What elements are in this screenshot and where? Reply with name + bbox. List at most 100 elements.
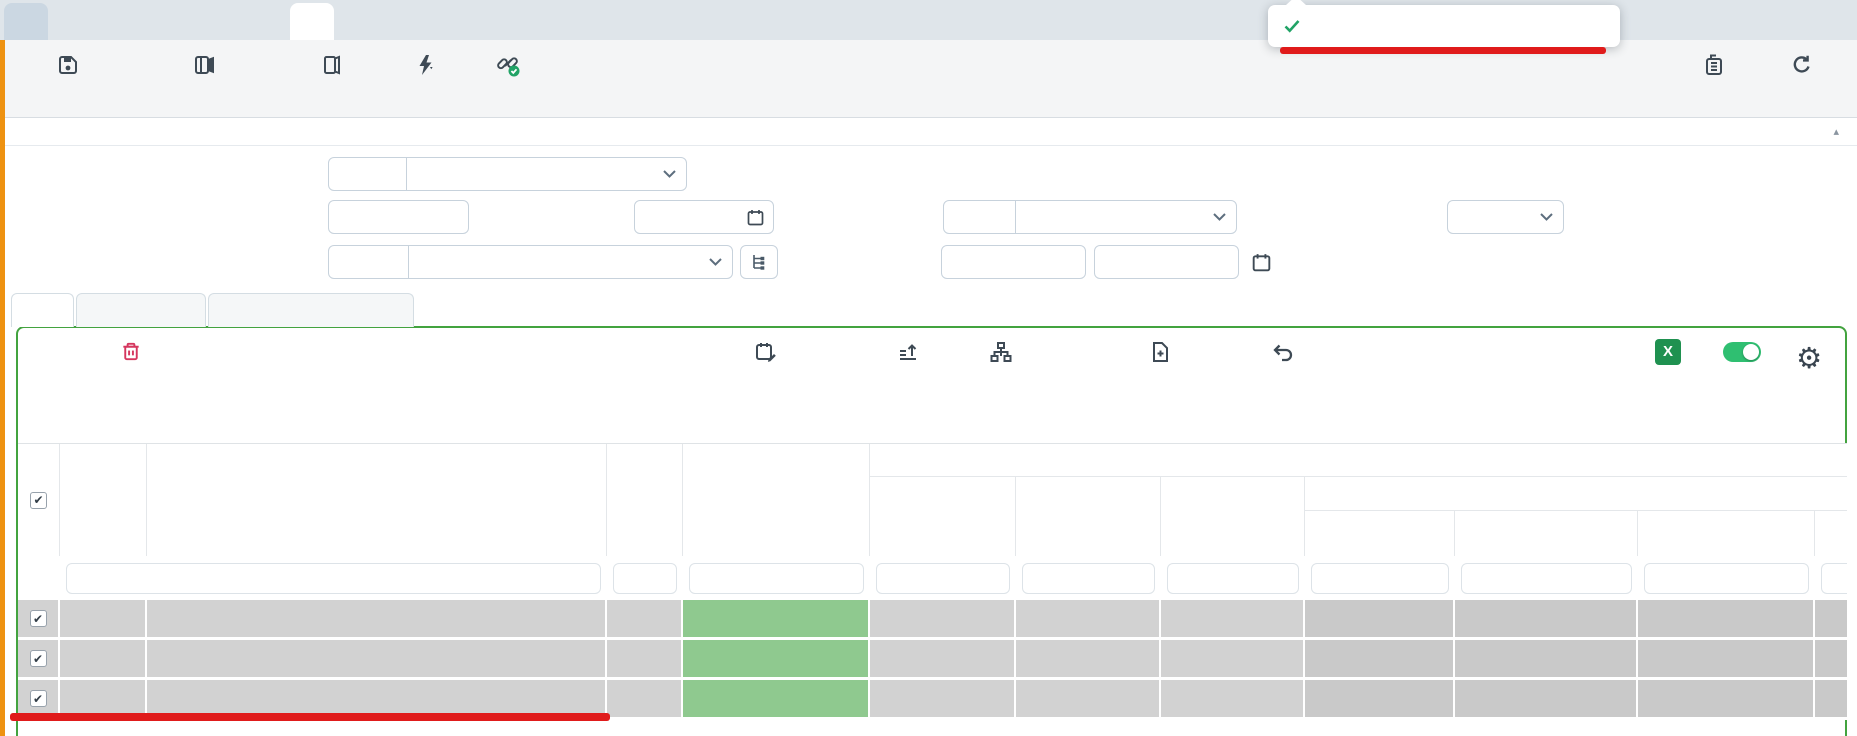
row-checkbox[interactable]	[29, 690, 47, 707]
filter-in-production-cell	[1638, 556, 1815, 600]
sv-filter-input[interactable]	[1821, 562, 1847, 594]
nomenclature-group-select[interactable]	[408, 245, 733, 279]
row-checkbox[interactable]	[29, 650, 47, 667]
select-all-checkbox[interactable]	[30, 491, 47, 509]
period-to-field[interactable]	[1094, 245, 1239, 279]
filter-reserved-cell	[1305, 556, 1455, 600]
assign-responsible-button[interactable]	[754, 338, 778, 368]
unit-filter-input[interactable]	[613, 562, 677, 594]
header-to-plan[interactable]	[1161, 477, 1305, 556]
calendar-icon[interactable]	[1252, 253, 1271, 272]
header-unit[interactable]	[607, 444, 683, 556]
save-button[interactable]	[56, 51, 80, 83]
header-declared[interactable]	[870, 477, 1016, 556]
row-in-production	[1638, 600, 1815, 637]
in-production-filter-input[interactable]	[1644, 562, 1809, 594]
door-icon	[319, 51, 343, 79]
annotation-underline-row	[10, 713, 610, 721]
chevron-down-icon	[663, 170, 676, 178]
status-filter-input[interactable]	[689, 562, 864, 594]
header-id-cell[interactable]	[60, 444, 147, 556]
row-checkbox[interactable]	[29, 610, 47, 627]
rows-count	[1343, 357, 1347, 373]
header-approved[interactable]	[1016, 477, 1161, 556]
row-approved	[1016, 680, 1161, 717]
header-group-moment	[1305, 477, 1847, 511]
trash-icon	[120, 338, 143, 365]
declared-filter-input[interactable]	[876, 562, 1010, 594]
row-status-badge	[683, 680, 870, 717]
filter-checkbox-cell	[18, 556, 60, 600]
load-button[interactable]	[896, 338, 920, 368]
to-plan-filter-input[interactable]	[1167, 562, 1299, 594]
chevron-down-icon	[709, 258, 722, 266]
organization-code-field[interactable]	[328, 157, 407, 191]
create-quality-cards-button[interactable]	[1148, 338, 1172, 368]
organization-label	[120, 157, 317, 191]
view-tab-balance[interactable]	[208, 293, 414, 327]
row-reserved	[1305, 640, 1455, 677]
row-to-plan	[1161, 600, 1305, 637]
table-row[interactable]	[18, 640, 1847, 680]
header-sv[interactable]	[1815, 511, 1847, 556]
left-edge-bar	[0, 40, 5, 736]
row-nomenclature	[147, 640, 607, 677]
nomenclature-filter-input[interactable]	[66, 562, 601, 594]
close-button[interactable]	[319, 51, 343, 83]
status-select[interactable]	[1447, 200, 1564, 234]
tab-plan-registry[interactable]	[4, 3, 48, 40]
registry-button[interactable]	[1702, 51, 1726, 83]
refresh-icon	[1790, 51, 1814, 79]
tab-plan-document[interactable]	[290, 3, 334, 40]
row-shipped	[1455, 600, 1638, 637]
save-and-close-button[interactable]	[193, 51, 217, 83]
department-label	[790, 200, 931, 234]
toast-pointer	[1286, 0, 1306, 5]
reserved-filter-input[interactable]	[1311, 562, 1449, 594]
delete-button[interactable]	[120, 338, 143, 368]
links-button[interactable]	[495, 51, 521, 83]
header-status[interactable]	[683, 444, 870, 556]
approved-filter-input[interactable]	[1022, 562, 1155, 594]
shipped-filter-input[interactable]	[1461, 562, 1632, 594]
nomenclature-tree-button[interactable]	[740, 245, 778, 279]
table-row[interactable]	[18, 680, 1847, 720]
filter-to-plan-cell	[1161, 556, 1305, 600]
filtered-count	[1385, 357, 1389, 373]
calendar-icon	[747, 209, 764, 225]
number-field[interactable]	[328, 200, 469, 234]
collapse-caret-icon[interactable]: ▴	[1833, 125, 1839, 138]
view-tab-plan[interactable]	[11, 293, 74, 327]
operations-button[interactable]	[413, 51, 437, 83]
row-to-plan	[1161, 680, 1305, 717]
period-from-field[interactable]	[941, 245, 1086, 279]
view-tab-razuzlovanie[interactable]	[76, 293, 206, 327]
nomenclature-group-code-field[interactable]	[328, 245, 409, 279]
row-in-production	[1638, 640, 1815, 677]
excel-icon: X	[1655, 338, 1681, 365]
department-select[interactable]	[1015, 200, 1237, 234]
creation-date-field[interactable]	[634, 200, 774, 234]
row-in-production	[1638, 680, 1815, 717]
row-to-plan	[1161, 640, 1305, 677]
header-reserved[interactable]	[1305, 511, 1455, 556]
collapse-button[interactable]	[1271, 338, 1295, 368]
row-approved	[1016, 640, 1161, 677]
table-row[interactable]	[18, 600, 1847, 640]
export-button[interactable]: X	[1655, 338, 1681, 368]
requisites-section-header[interactable]: ▴	[0, 117, 1857, 146]
razuzlovat-button[interactable]	[989, 338, 1013, 368]
organization-select[interactable]	[406, 157, 687, 191]
table-header	[18, 444, 1847, 556]
filter-toggle[interactable]	[1723, 338, 1761, 368]
row-sv	[1815, 600, 1847, 637]
header-nomenclature[interactable]	[147, 444, 607, 556]
department-code-field[interactable]	[943, 200, 1016, 234]
refresh-button[interactable]	[1790, 51, 1814, 83]
header-in-production[interactable]	[1638, 511, 1815, 556]
header-shipped[interactable]	[1455, 511, 1638, 556]
gear-icon[interactable]	[1796, 341, 1822, 375]
toggle-on-icon	[1723, 338, 1761, 365]
row-unit	[607, 600, 683, 637]
org-chart-icon	[989, 338, 1013, 365]
